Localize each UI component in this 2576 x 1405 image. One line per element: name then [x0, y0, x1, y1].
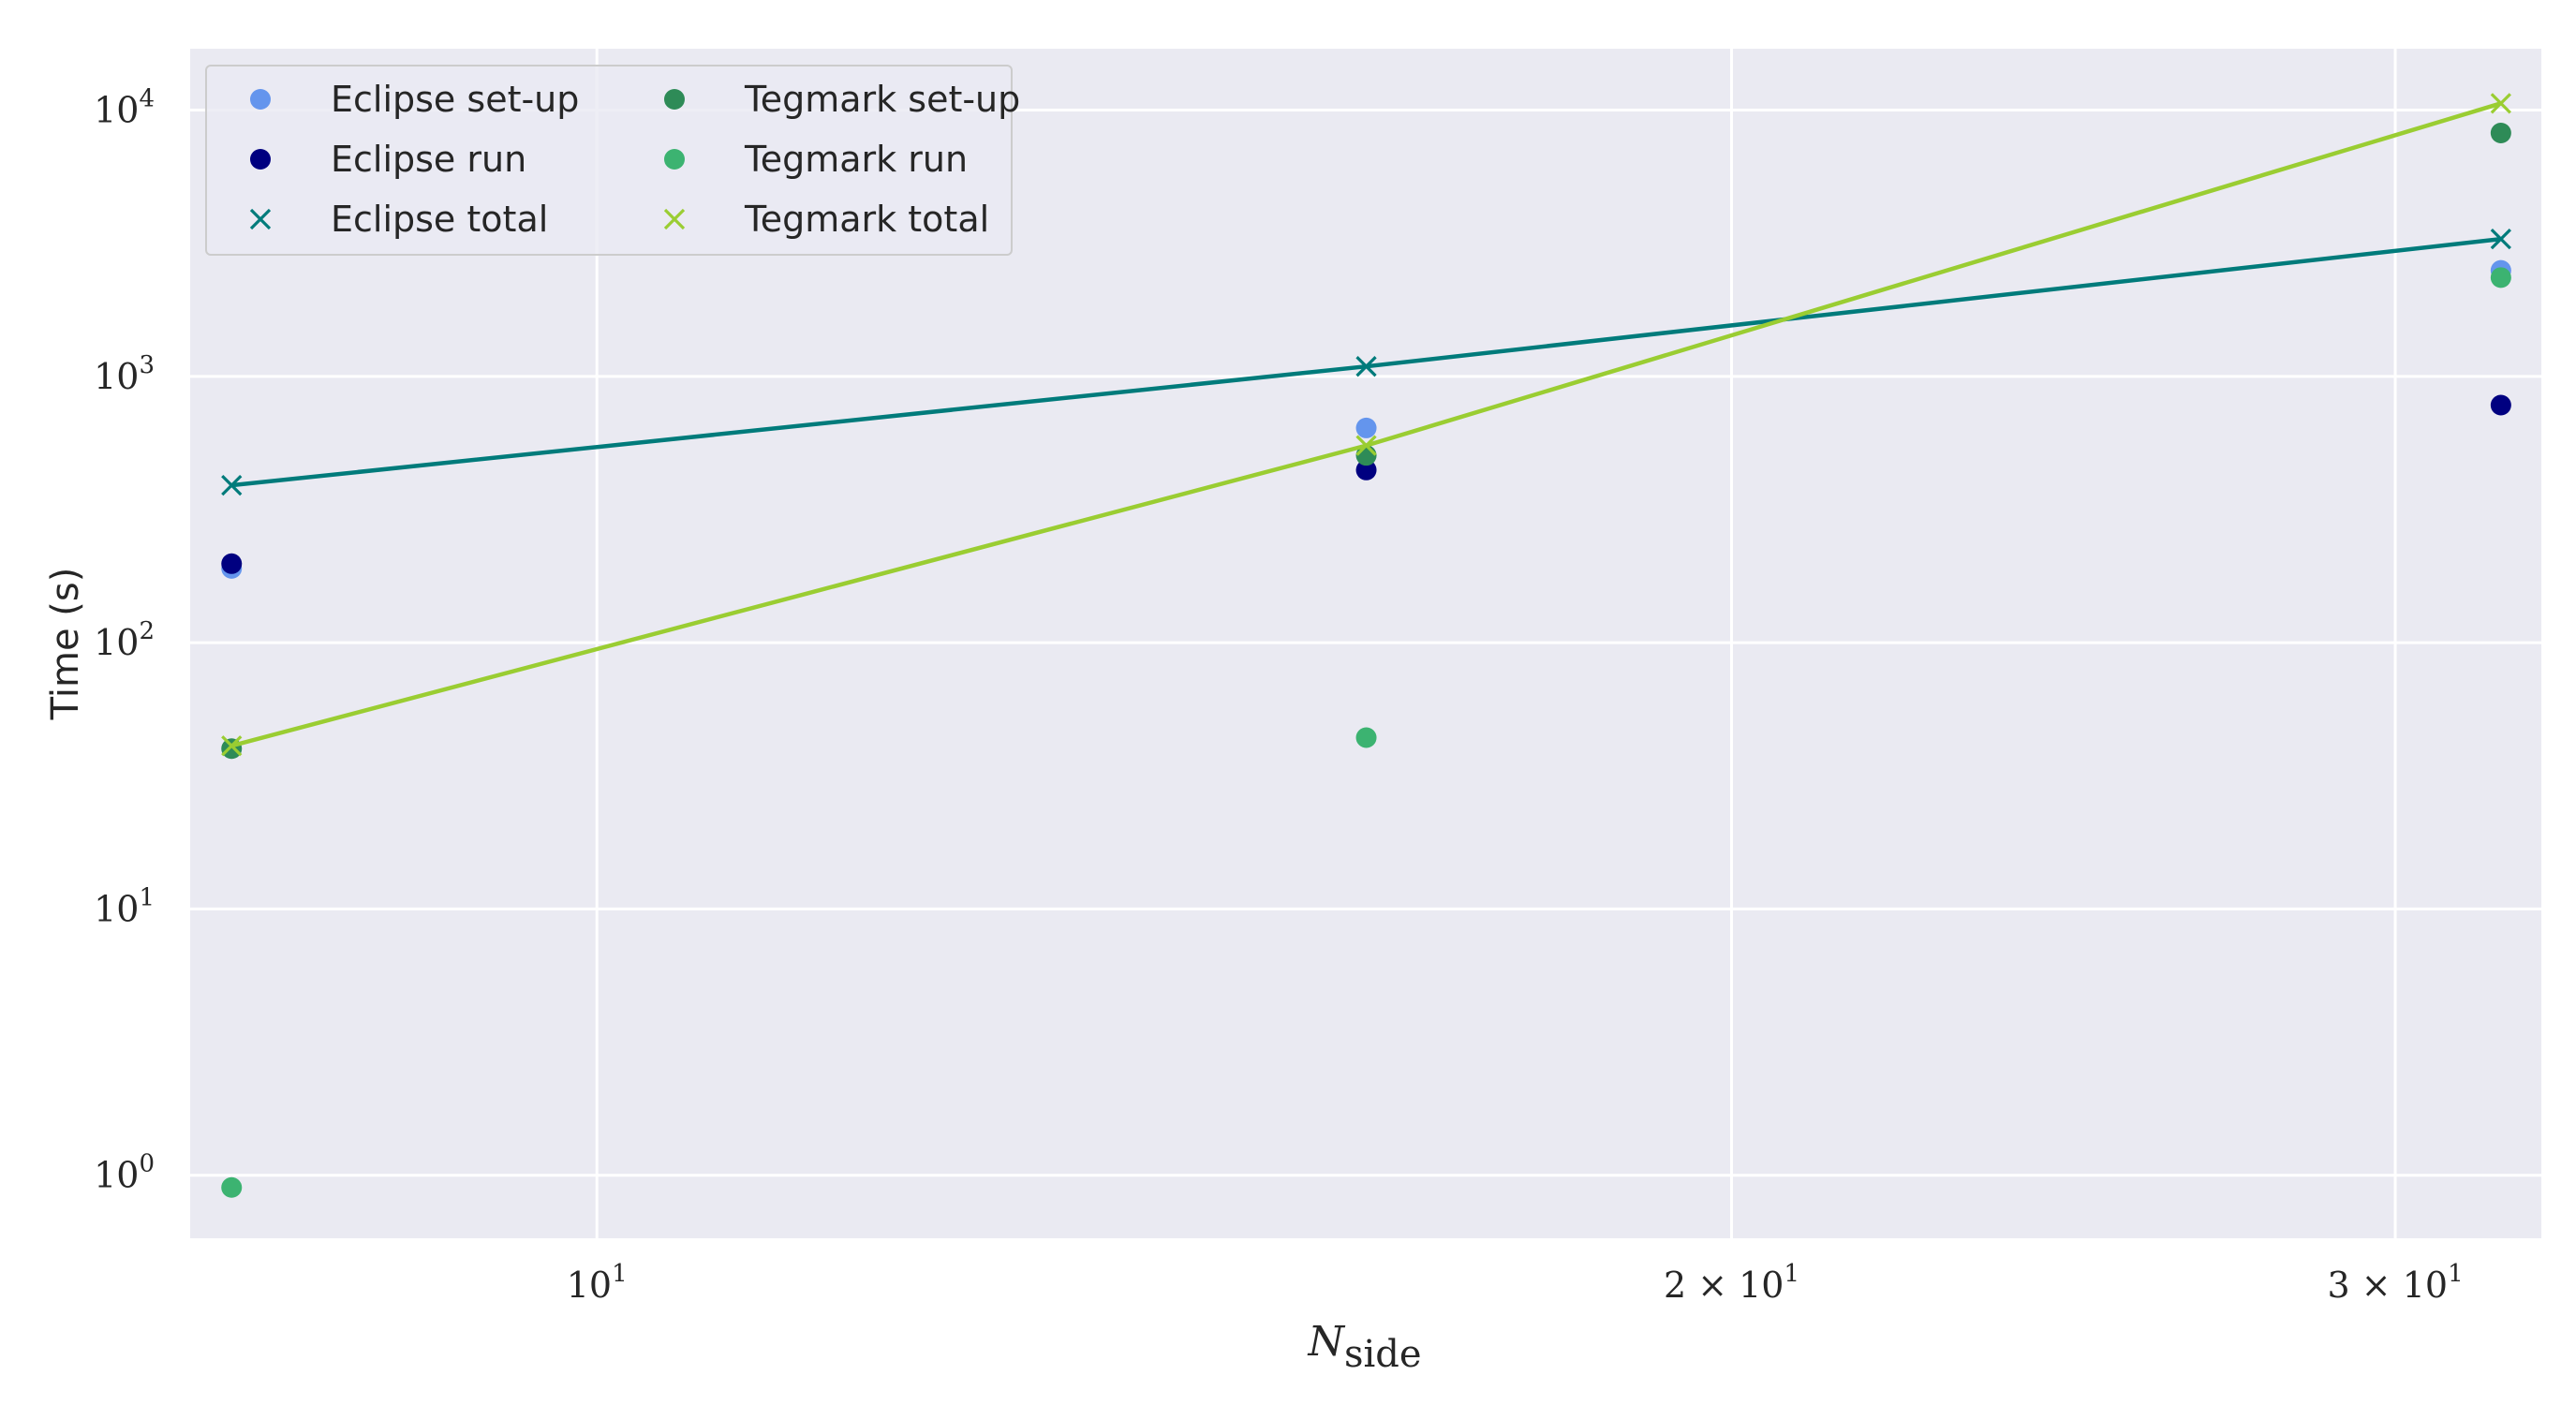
y-tick-label: 102 [94, 617, 155, 663]
data-point [221, 735, 243, 757]
legend-entry: Eclipse set-up [250, 79, 579, 120]
data-point [2490, 267, 2511, 288]
x-tick-label: 3 × 101 [2328, 1260, 2464, 1306]
legend-marker [250, 149, 271, 170]
x-axis-label-base: N [1307, 1318, 1345, 1366]
data-point [1355, 417, 1377, 438]
y-tick-label: 100 [94, 1150, 155, 1196]
x-tick-label: 2 × 101 [1664, 1260, 1799, 1306]
data-point [1355, 435, 1377, 456]
legend-entry: Tegmark total [663, 199, 989, 240]
legend-label: Eclipse set-up [331, 79, 579, 120]
legend-label: Tegmark total [744, 199, 989, 240]
legend-frame [205, 65, 1013, 256]
legend-entry: Eclipse total [249, 199, 548, 240]
legend-entry: Tegmark set-up [664, 79, 1020, 120]
legend-marker [664, 89, 685, 110]
legend-marker [663, 208, 686, 230]
data-point [1355, 459, 1377, 481]
x-axis-label: Nside [1307, 1318, 1421, 1376]
legend-label: Tegmark run [744, 139, 968, 180]
data-point [2490, 93, 2511, 114]
x-tick-labels: 101 2 × 101 3 × 101 [567, 1260, 2464, 1306]
y-tick-labels: 100 101 102 103 104 [94, 85, 155, 1196]
legend-marker [664, 149, 685, 170]
series-eclipse-total [221, 229, 2511, 496]
data-point [2490, 229, 2511, 250]
series-tegmark-total [221, 93, 2511, 757]
legend-marker [249, 208, 272, 230]
legend-label: Tegmark set-up [744, 79, 1020, 120]
data-point [221, 1176, 243, 1198]
data-point [221, 474, 243, 496]
legend: Eclipse set-up Eclipse run Eclipse total Te… [205, 65, 1020, 256]
grid-lines [190, 49, 2541, 1238]
legend-label: Eclipse run [331, 139, 526, 180]
data-point [1355, 727, 1377, 748]
y-tick-label: 103 [94, 351, 155, 397]
data-point [221, 738, 243, 760]
legend-label: Eclipse total [331, 199, 548, 240]
data-point [2490, 394, 2511, 416]
data-point [2490, 123, 2511, 144]
series-tegmark-run [221, 267, 2511, 1198]
series-eclipse-run [221, 394, 2511, 574]
series-layer [221, 93, 2511, 1198]
y-axis-label: Time (s) [44, 568, 87, 721]
x-axis-label-subscript: side [1344, 1333, 1422, 1376]
y-tick-label: 104 [94, 85, 155, 131]
data-point [1355, 356, 1377, 377]
legend-entry: Tegmark run [664, 139, 968, 180]
legend-entry: Eclipse run [250, 139, 526, 180]
legend-marker [250, 89, 271, 110]
y-tick-label: 101 [94, 883, 155, 929]
data-point [221, 553, 243, 574]
x-tick-label: 101 [567, 1260, 628, 1306]
